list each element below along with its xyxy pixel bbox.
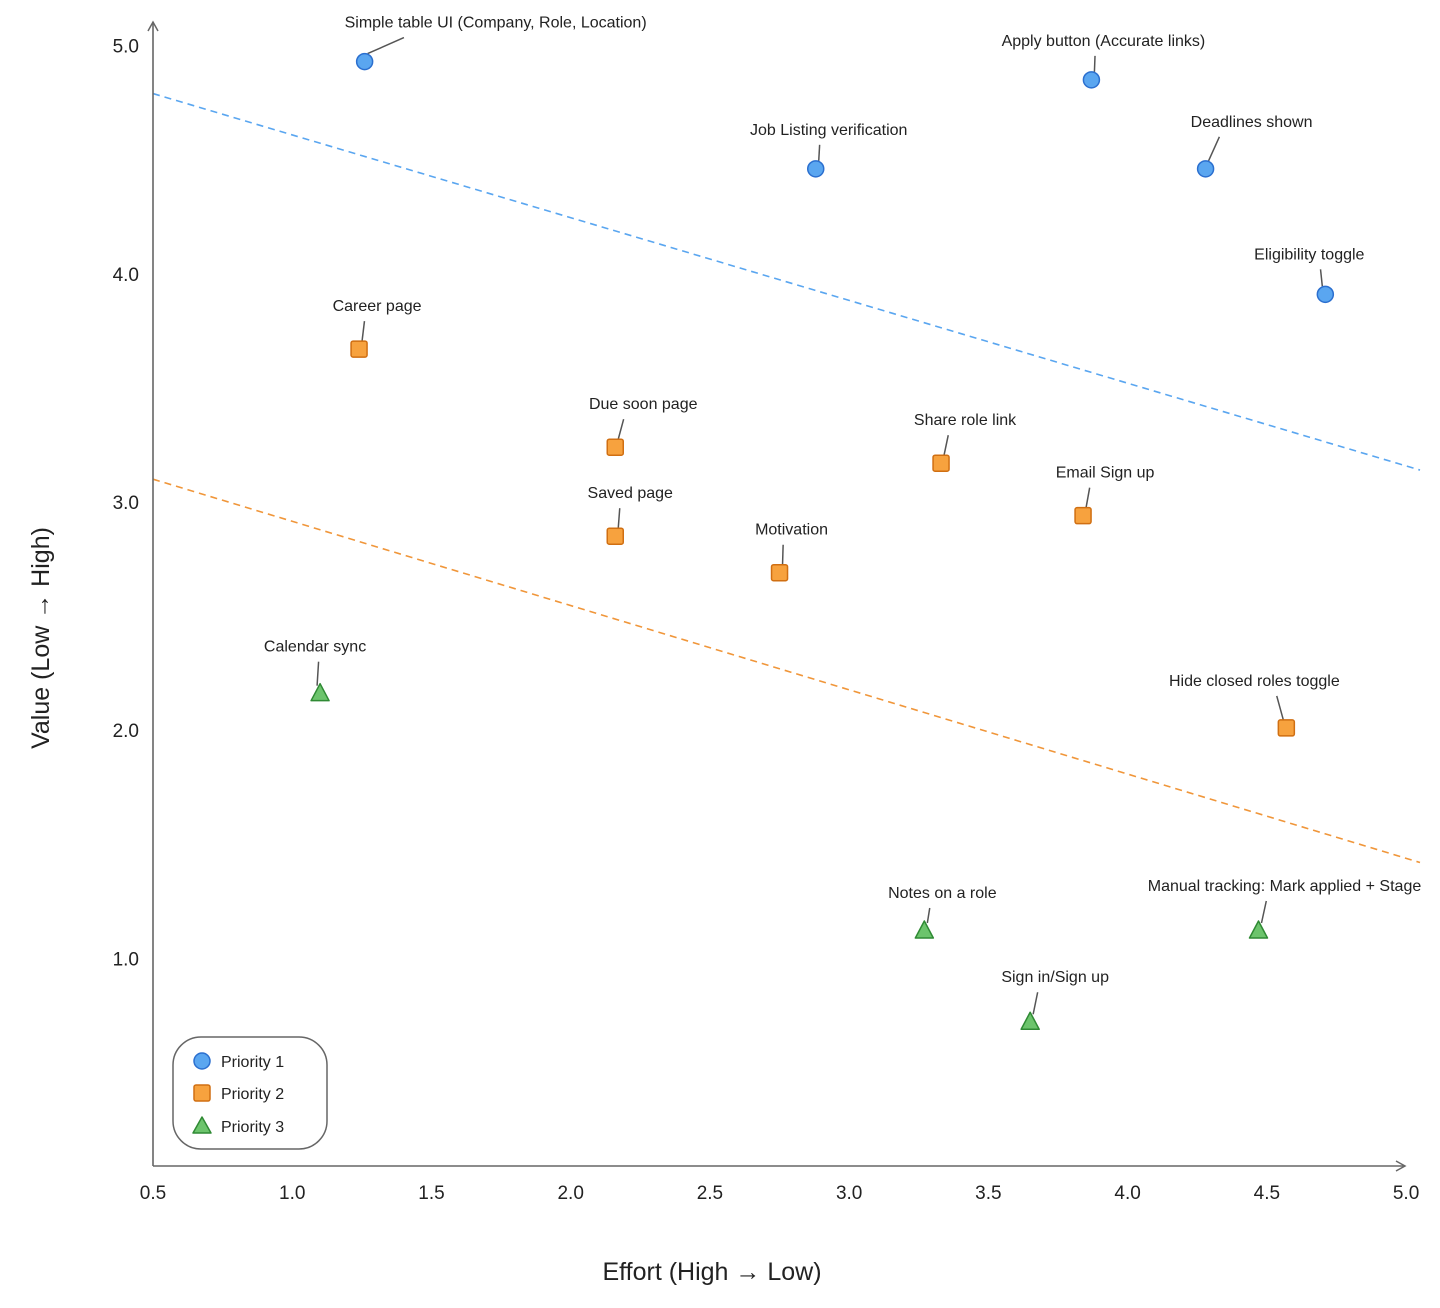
legend-box <box>172 1036 328 1150</box>
x-tick-label: 1.5 <box>418 1183 444 1204</box>
leader-line <box>316 661 320 686</box>
point-saved-page: Saved page <box>588 485 674 545</box>
legend: Priority 1 Priority 2 Priority 3 <box>172 1036 328 1150</box>
marker-square <box>606 438 624 456</box>
point-sign-in-sign-up: Sign in/Sign up <box>1001 969 1109 1030</box>
y-tick-label: 1.0 <box>113 949 139 970</box>
leader-line <box>781 544 784 565</box>
point-label: Hide closed roles toggle <box>1169 673 1340 690</box>
x-tick-label: 2.0 <box>557 1183 583 1204</box>
marker-triangle <box>1020 1011 1040 1030</box>
leader-line <box>943 435 949 456</box>
marker-square <box>1277 719 1296 737</box>
marker-circle <box>355 52 374 71</box>
point-label: Email Sign up <box>1056 465 1155 482</box>
point-label: Share role link <box>914 412 1017 429</box>
point-simple-table-ui-company-role-location: Simple table UI (Company, Role, Location… <box>345 15 647 71</box>
x-axis-title: Effort (High → Low) <box>602 1258 821 1286</box>
leader-line <box>361 321 366 342</box>
point-email-sign-up: Email Sign up <box>1056 465 1155 525</box>
y-tick-label: 5.0 <box>113 37 139 58</box>
y-tick-label: 4.0 <box>113 265 139 286</box>
point-label: Sign in/Sign up <box>1001 969 1109 986</box>
point-label: Saved page <box>588 485 674 502</box>
point-apply-button-accurate-links: Apply button (Accurate links) <box>1002 33 1206 89</box>
x-tick-label: 4.0 <box>1114 1183 1140 1204</box>
point-label: Notes on a role <box>888 885 997 902</box>
leader-line <box>1260 900 1268 924</box>
y-axis-title: Value (Low → High) <box>27 527 55 749</box>
point-label: Calendar sync <box>264 639 366 656</box>
leader-line <box>1207 136 1221 162</box>
leader-line <box>926 907 931 924</box>
leader-line <box>617 419 625 440</box>
x-tick-label: 0.5 <box>140 1183 166 1204</box>
point-label: Manual tracking: Mark applied + Stage <box>1148 878 1422 895</box>
y-tick-label: 2.0 <box>113 721 139 742</box>
point-calendar-sync: Calendar sync <box>264 639 366 702</box>
point-due-soon-page: Due soon page <box>589 396 698 456</box>
x-tick-label: 2.5 <box>697 1183 723 1204</box>
threshold-line-1 <box>152 92 1421 471</box>
marker-circle <box>1082 71 1101 89</box>
legend-label-priority-2: Priority 2 <box>221 1086 284 1103</box>
point-job-listing-verification: Job Listing verification <box>750 122 907 178</box>
point-deadlines-shown: Deadlines shown <box>1191 114 1313 178</box>
marker-square <box>932 454 950 472</box>
point-label: Job Listing verification <box>750 122 907 139</box>
point-manual-tracking-mark-applied-stage: Manual tracking: Mark applied + Stage <box>1148 878 1422 939</box>
x-tick-label: 1.0 <box>279 1183 305 1204</box>
marker-triangle <box>310 682 330 702</box>
x-tick-label: 3.0 <box>836 1183 862 1204</box>
marker-triangle <box>914 920 935 939</box>
x-tick-label: 3.5 <box>975 1183 1001 1204</box>
legend-label-priority-3: Priority 3 <box>221 1119 284 1136</box>
leader-line <box>1319 269 1324 287</box>
legend-marker-priority-1 <box>193 1052 211 1070</box>
marker-circle <box>1316 285 1335 304</box>
point-career-page: Career page <box>333 298 422 358</box>
data-points: Simple table UI (Company, Role, Location… <box>264 15 1421 1030</box>
legend-label-priority-1: Priority 1 <box>221 1054 284 1071</box>
threshold-lines <box>152 92 1421 864</box>
y-tick-labels: 1.0 2.0 3.0 4.0 5.0 <box>113 37 139 971</box>
point-label: Simple table UI (Company, Role, Location… <box>345 15 647 32</box>
axes <box>147 20 1407 1172</box>
marker-square <box>350 340 368 358</box>
point-motivation: Motivation <box>755 522 828 582</box>
point-share-role-link: Share role link <box>914 412 1017 472</box>
marker-circle <box>1196 160 1215 178</box>
marker-square <box>1074 506 1092 525</box>
leader-line <box>617 508 621 529</box>
marker-triangle <box>1248 920 1269 939</box>
legend-marker-priority-2 <box>193 1084 211 1102</box>
marker-circle <box>806 160 825 178</box>
point-label: Deadlines shown <box>1191 114 1313 131</box>
x-tick-labels: 0.5 1.0 1.5 2.0 2.5 3.0 3.5 4.0 4.5 5.0 <box>140 1183 1419 1204</box>
leader-line <box>817 144 821 161</box>
leader-line <box>1093 55 1096 72</box>
point-label: Apply button (Accurate links) <box>1002 33 1206 50</box>
marker-square <box>606 527 624 545</box>
point-label: Career page <box>333 298 422 315</box>
point-label: Eligibility toggle <box>1254 246 1364 263</box>
y-tick-label: 3.0 <box>113 493 139 514</box>
point-notes-on-a-role: Notes on a role <box>888 885 997 939</box>
point-eligibility-toggle: Eligibility toggle <box>1254 246 1365 304</box>
legend-marker-priority-3 <box>192 1116 212 1134</box>
leader-line <box>1085 487 1091 508</box>
point-hide-closed-roles-toggle: Hide closed roles toggle <box>1169 673 1340 737</box>
point-label: Due soon page <box>589 396 698 413</box>
threshold-line-2 <box>152 478 1421 864</box>
x-tick-label: 4.5 <box>1254 1183 1280 1204</box>
point-label: Motivation <box>755 522 828 539</box>
leader-line <box>1032 992 1039 1015</box>
leader-line <box>367 36 405 55</box>
x-tick-label: 5.0 <box>1393 1183 1419 1204</box>
marker-square <box>770 563 789 582</box>
leader-line <box>1276 695 1285 721</box>
